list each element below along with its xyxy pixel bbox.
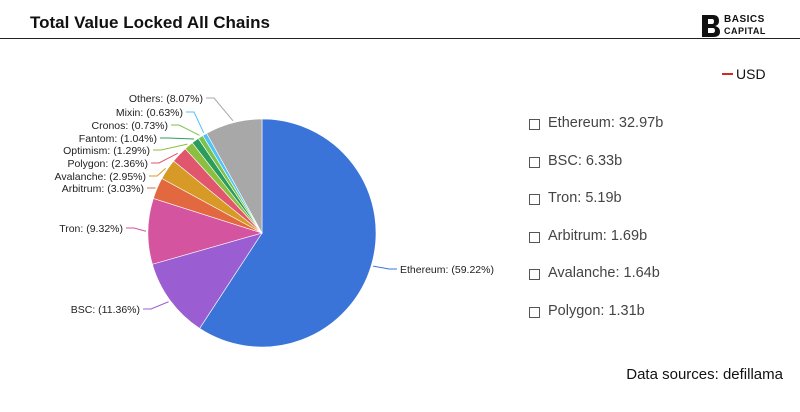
slice-label-polygon: Polygon: (2.36%) <box>67 158 148 170</box>
stat-checkbox-icon <box>529 306 540 318</box>
legend-swatch-usd <box>722 73 733 75</box>
stat-text: Arbitrum: 1.69b <box>548 227 648 244</box>
slice-label-mixin: Mixin: (0.63%) <box>116 107 183 119</box>
data-source-note: Data sources: defillama <box>626 366 783 383</box>
header-divider <box>0 38 800 39</box>
stat-checkbox-icon <box>529 194 540 206</box>
slice-label-ethereum: Ethereum: (59.22%) <box>400 264 494 276</box>
brand-logo: BASICS CAPITAL <box>700 13 778 39</box>
stat-checkbox-icon <box>529 231 540 243</box>
stat-checkbox-icon <box>529 156 540 168</box>
leader-line-others <box>206 97 234 122</box>
page-title: Total Value Locked All Chains <box>30 13 270 32</box>
pie-slice-bsc <box>151 232 263 329</box>
slice-label-fantom: Fantom: (1.04%) <box>79 133 157 145</box>
pie-slice-ethereum <box>199 118 377 348</box>
leader-line-mixin <box>186 111 205 133</box>
stat-checkbox-icon <box>529 119 540 130</box>
slice-label-tron: Tron: (9.32%) <box>59 223 123 235</box>
slice-label-cronos: Cronos: (0.73%) <box>92 120 168 132</box>
leader-line-fantom <box>160 137 195 140</box>
brand-name-line1: BASICS <box>724 14 765 25</box>
leader-line-optimism <box>153 143 188 151</box>
slice-label-optimism: Optimism: (1.29%) <box>63 145 150 157</box>
stat-text: Tron: 5.19b <box>548 190 622 207</box>
stat-text: Ethereum: 32.97b <box>548 115 664 131</box>
slice-label-arbitrum: Arbitrum: (3.03%) <box>62 183 144 195</box>
leader-line-tron <box>126 227 147 232</box>
slice-label-avalanche: Avalanche: (2.95%) <box>55 171 146 183</box>
leader-line-cronos <box>171 124 200 136</box>
stat-checkbox-icon <box>529 269 540 281</box>
leader-line-polygon <box>151 152 178 164</box>
slice-label-others: Others: (8.07%) <box>129 93 203 105</box>
leader-line-bsc <box>143 301 169 310</box>
pie-chart: Ethereum: (59.22%) BSC: (11.36%) Tron: (9.… <box>55 93 494 348</box>
legend-label-usd: USD <box>736 66 766 82</box>
leader-line-ethereum <box>373 265 397 270</box>
basics-capital-logo-icon <box>702 15 720 37</box>
stat-text: Avalanche: 1.64b <box>548 265 660 282</box>
brand-name-line2: CAPITAL <box>724 26 766 36</box>
pie-slice-others <box>206 118 263 235</box>
leader-line-avalanche <box>149 167 167 177</box>
slice-label-bsc: BSC: (11.36%) <box>71 304 140 316</box>
stat-text: BSC: 6.33b <box>548 152 623 169</box>
stat-text: Polygon: 1.31b <box>548 302 645 319</box>
